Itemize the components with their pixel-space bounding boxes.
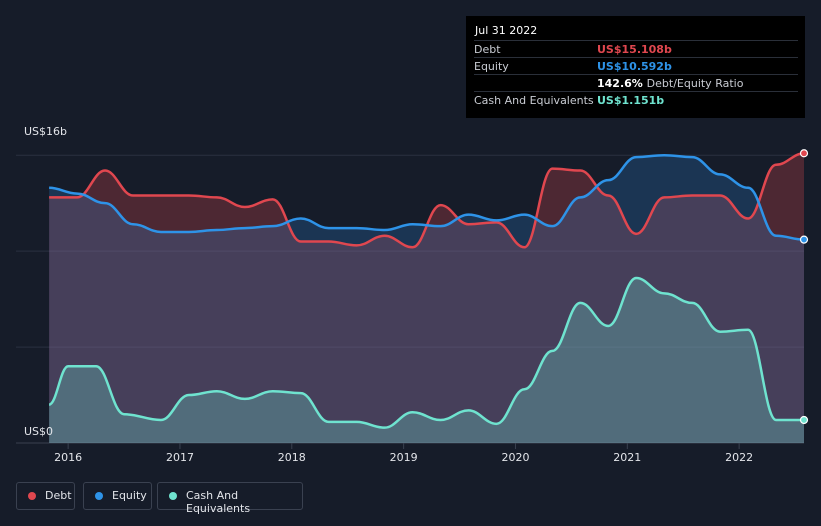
series-endpoints <box>799 149 809 425</box>
legend-dot-debt <box>28 492 36 500</box>
y-axis-top-label: US$16b <box>24 125 68 138</box>
legend-label-cash: Cash And Equivalents <box>186 489 251 515</box>
x-tick-label-2020: 2020 <box>501 451 529 464</box>
legend-item-debt[interactable]: Debt <box>16 482 75 510</box>
tooltip-ratio: 142.6% Debt/Equity Ratio <box>597 77 743 90</box>
line-cash-and-equivalents <box>48 276 804 429</box>
legend-dot-cash <box>169 492 177 500</box>
tooltip-ratio-label: Debt/Equity Ratio <box>646 77 744 90</box>
line-equity <box>49 153 805 241</box>
tooltip-debt-value: US$15.108b <box>597 43 672 56</box>
tooltip-ratio-value: 142.6% <box>597 77 643 90</box>
tooltip-row-ratio: 142.6% Debt/Equity Ratio <box>474 74 798 92</box>
y-axis-bottom-label: US$0 <box>24 425 54 438</box>
tooltip-equity-value: US$10.592b <box>597 60 672 73</box>
legend-label-equity: Equity <box>112 489 147 502</box>
area-equity <box>49 155 804 443</box>
endpoint-equity <box>799 235 809 244</box>
series-areas <box>49 153 804 444</box>
area-cash-and-equivalents <box>49 277 804 443</box>
endpoint-debt <box>799 149 809 158</box>
x-tick-label-2019: 2019 <box>390 451 418 464</box>
x-tick-label-2016: 2016 <box>54 451 82 464</box>
x-tick-label-2017: 2017 <box>166 451 194 464</box>
legend-label-debt: Debt <box>45 489 72 502</box>
legend-item-cash[interactable]: Cash And Equivalents <box>157 482 303 515</box>
line-debt <box>49 152 805 249</box>
x-axis-ticks: 2016 2017 2018 2019 2020 2021 2022 <box>54 443 753 464</box>
x-tick-label-2018: 2018 <box>278 451 306 464</box>
tooltip-cash-value: US$1.151b <box>597 94 665 107</box>
series-lines <box>48 152 805 429</box>
legend-dot-equity <box>95 492 103 500</box>
tooltip-row-equity: Equity US$10.592b <box>474 57 798 75</box>
tooltip-equity-label: Equity <box>474 60 509 73</box>
x-tick-label-2021: 2021 <box>613 451 641 464</box>
tooltip-row-debt: Debt US$15.108b <box>474 40 798 58</box>
tooltip-row-cash: Cash And Equivalents US$1.151b <box>474 91 798 109</box>
tooltip: Jul 31 2022 Debt US$15.108b Equity US$10… <box>466 16 805 118</box>
x-tick-label-2022: 2022 <box>725 451 753 464</box>
legend-item-equity[interactable]: Equity <box>83 482 152 510</box>
area-debt <box>49 153 804 444</box>
tooltip-date: Jul 31 2022 <box>475 24 538 37</box>
tooltip-debt-label: Debt <box>474 43 501 56</box>
tooltip-cash-label: Cash And Equivalents <box>474 94 594 107</box>
endpoint-cash-and-equivalents <box>799 415 809 425</box>
